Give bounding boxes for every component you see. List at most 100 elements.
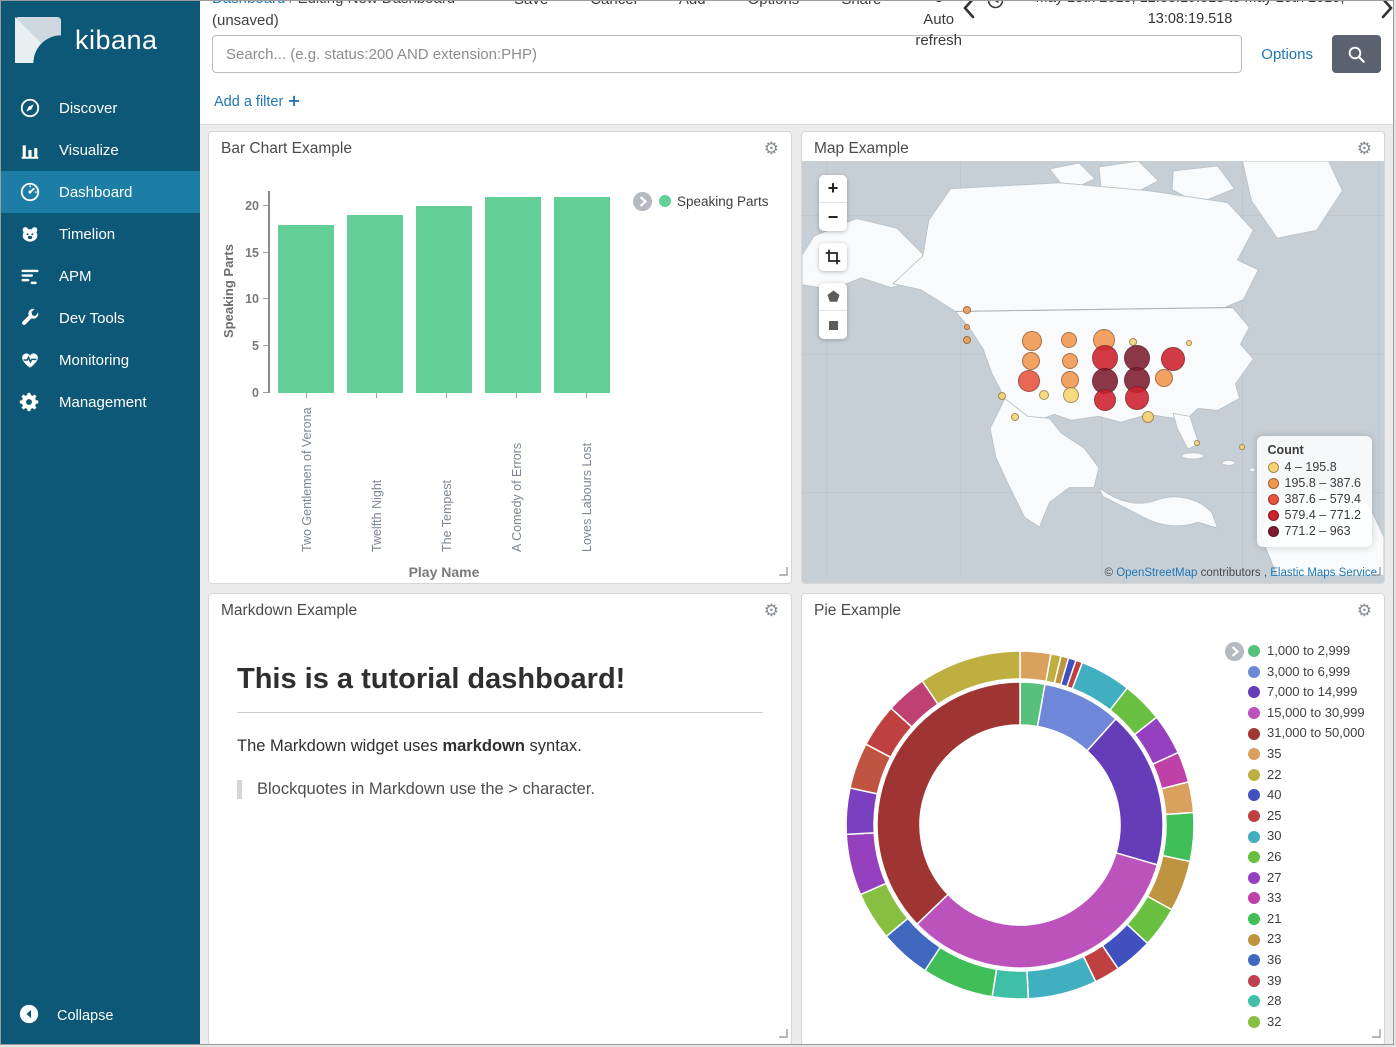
pie-legend-item[interactable]: 40 <box>1248 785 1365 806</box>
main-content: Dashboard/Editing New Dashboard (unsaved… <box>200 1 1393 1044</box>
legend-swatch <box>1268 526 1279 537</box>
map-bubble[interactable] <box>1155 369 1173 387</box>
time-back-button[interactable] <box>962 0 975 19</box>
pie-legend-item[interactable]: 35 <box>1248 744 1365 765</box>
map-bubble[interactable] <box>964 324 970 330</box>
breadcrumb-dashboard-link[interactable]: Dashboard <box>212 0 285 7</box>
map-bubble[interactable] <box>1022 331 1042 351</box>
bar[interactable] <box>485 197 541 393</box>
sidebar-item-discover[interactable]: Discover <box>1 87 200 129</box>
legend-swatch <box>1248 913 1260 925</box>
auto-refresh-button[interactable]: ↻ Auto refresh <box>915 0 962 51</box>
map-draw-polygon-button[interactable] <box>819 283 847 311</box>
sidebar-item-dev-tools[interactable]: Dev Tools <box>1 297 200 339</box>
sidebar-collapse-button[interactable]: Collapse <box>1 988 200 1044</box>
map-bubble[interactable] <box>1018 370 1040 392</box>
time-forward-button[interactable] <box>1381 0 1394 19</box>
pie-legend-item[interactable]: 33 <box>1248 888 1365 909</box>
map-bubble[interactable] <box>1239 444 1245 450</box>
pie-legend-item[interactable]: 28 <box>1248 991 1365 1012</box>
legend-label[interactable]: Speaking Parts <box>677 194 769 209</box>
bar[interactable] <box>347 215 403 393</box>
pie-legend-item[interactable]: 31,000 to 50,000 <box>1248 723 1365 744</box>
panel-bar-chart: Bar Chart Example ⚙ Speaking Parts 05101… <box>208 131 792 584</box>
bar[interactable] <box>554 197 610 393</box>
map-bubble[interactable] <box>1039 390 1049 400</box>
sidebar-item-management[interactable]: Management <box>1 381 200 423</box>
map-zoom-out-button[interactable]: − <box>819 203 847 231</box>
pie-legend-item[interactable]: 23 <box>1248 929 1365 950</box>
sidebar-item-apm[interactable]: APM <box>1 255 200 297</box>
pie-legend-item[interactable]: 21 <box>1248 909 1365 930</box>
wrench-icon <box>18 306 42 330</box>
menu-add-button[interactable]: Add <box>679 0 706 12</box>
map-legend-title: Count <box>1268 443 1361 457</box>
pie-legend-item[interactable]: 3,000 to 6,999 <box>1248 662 1365 683</box>
sidebar-item-visualize[interactable]: Visualize <box>1 129 200 171</box>
pie-legend-item[interactable]: 26 <box>1248 847 1365 868</box>
pie-legend-item[interactable]: 1,000 to 2,999 <box>1248 641 1365 662</box>
kibana-logo[interactable]: kibana <box>1 1 200 77</box>
legend-toggle-icon[interactable] <box>1224 641 1245 662</box>
app-title: kibana <box>75 25 158 56</box>
map-bubble[interactable] <box>1022 352 1040 370</box>
map-fit-bounds-button[interactable] <box>819 243 847 271</box>
legend-toggle-icon[interactable] <box>632 191 653 212</box>
menu-save-button[interactable]: Save <box>514 0 548 12</box>
openstreetmap-link[interactable]: OpenStreetMap <box>1116 567 1197 579</box>
menu-options-button[interactable]: Options <box>748 0 800 12</box>
pie-legend-item[interactable]: 32 <box>1248 1012 1365 1033</box>
bar[interactable] <box>278 225 334 393</box>
pie-legend-item[interactable]: 36 <box>1248 950 1365 971</box>
pie-legend-item[interactable]: 15,000 to 30,999 <box>1248 703 1365 724</box>
sidebar-item-monitoring[interactable]: Monitoring <box>1 339 200 381</box>
map-bubble[interactable] <box>1194 440 1200 446</box>
legend-swatch <box>1248 707 1260 719</box>
panel-gear-icon[interactable]: ⚙ <box>1357 603 1372 620</box>
map-bubble[interactable] <box>1011 413 1019 421</box>
pie-outer-slice[interactable] <box>846 788 877 834</box>
map-bubble[interactable] <box>1061 332 1077 348</box>
panel-gear-icon[interactable]: ⚙ <box>764 603 779 620</box>
map-bubble[interactable] <box>963 336 971 344</box>
map-legend-item: 4 – 195.8 <box>1268 459 1361 475</box>
pie-legend-item[interactable]: 22 <box>1248 765 1365 786</box>
pie-outer-slice[interactable] <box>1163 813 1194 862</box>
map-bubble[interactable] <box>1062 353 1078 369</box>
sidebar-item-timelion[interactable]: Timelion <box>1 213 200 255</box>
pie-legend-item[interactable]: 30 <box>1248 826 1365 847</box>
sidebar-item-dashboard[interactable]: Dashboard <box>1 171 200 213</box>
map-bubble[interactable] <box>1125 386 1149 410</box>
time-range-picker[interactable]: May 18th 2015, 12:33:19.518 to May 20th … <box>987 0 1369 30</box>
pie-legend-item[interactable]: 7,000 to 14,999 <box>1248 682 1365 703</box>
bar[interactable] <box>416 206 472 393</box>
pie-chart: 1,000 to 2,9993,000 to 6,9997,000 to 14,… <box>802 623 1384 1044</box>
map-bubble[interactable] <box>1063 387 1079 403</box>
y-axis: 05101520 <box>236 191 268 393</box>
y-tick-label: 15 <box>245 246 259 260</box>
elastic-maps-service-link[interactable]: Elastic Maps Service <box>1270 567 1377 579</box>
map-zoom-in-button[interactable]: + <box>819 175 847 203</box>
add-filter-button[interactable]: Add a filter + <box>214 94 301 110</box>
map-bubble[interactable] <box>963 306 971 314</box>
map-bubble[interactable] <box>998 392 1006 400</box>
panel-gear-icon[interactable]: ⚙ <box>1357 141 1372 158</box>
panel-resize-handle[interactable] <box>1371 1025 1381 1043</box>
panel-resize-handle[interactable] <box>778 1025 788 1043</box>
pie-legend-item[interactable]: 27 <box>1248 868 1365 889</box>
pie-outer-slice[interactable] <box>992 969 1028 999</box>
panel-resize-handle[interactable] <box>778 563 788 581</box>
map-canvas[interactable]: + − <box>802 161 1384 583</box>
panel-gear-icon[interactable]: ⚙ <box>764 141 779 158</box>
time-navigation: May 18th 2015, 12:33:19.518 to May 20th … <box>962 0 1394 30</box>
map-draw-rectangle-button[interactable] <box>819 311 847 339</box>
panel-resize-handle[interactable] <box>1371 563 1381 581</box>
map-bubble[interactable] <box>1094 389 1116 411</box>
pie-legend-item[interactable]: 25 <box>1248 806 1365 827</box>
menu-share-button[interactable]: Share <box>841 0 881 12</box>
pie-legend-item[interactable]: 39 <box>1248 971 1365 992</box>
map-bubble[interactable] <box>1161 347 1185 371</box>
menu-cancel-button[interactable]: Cancel <box>590 0 637 12</box>
map-bubble[interactable] <box>1142 411 1154 423</box>
map-bubble[interactable] <box>1186 340 1192 346</box>
